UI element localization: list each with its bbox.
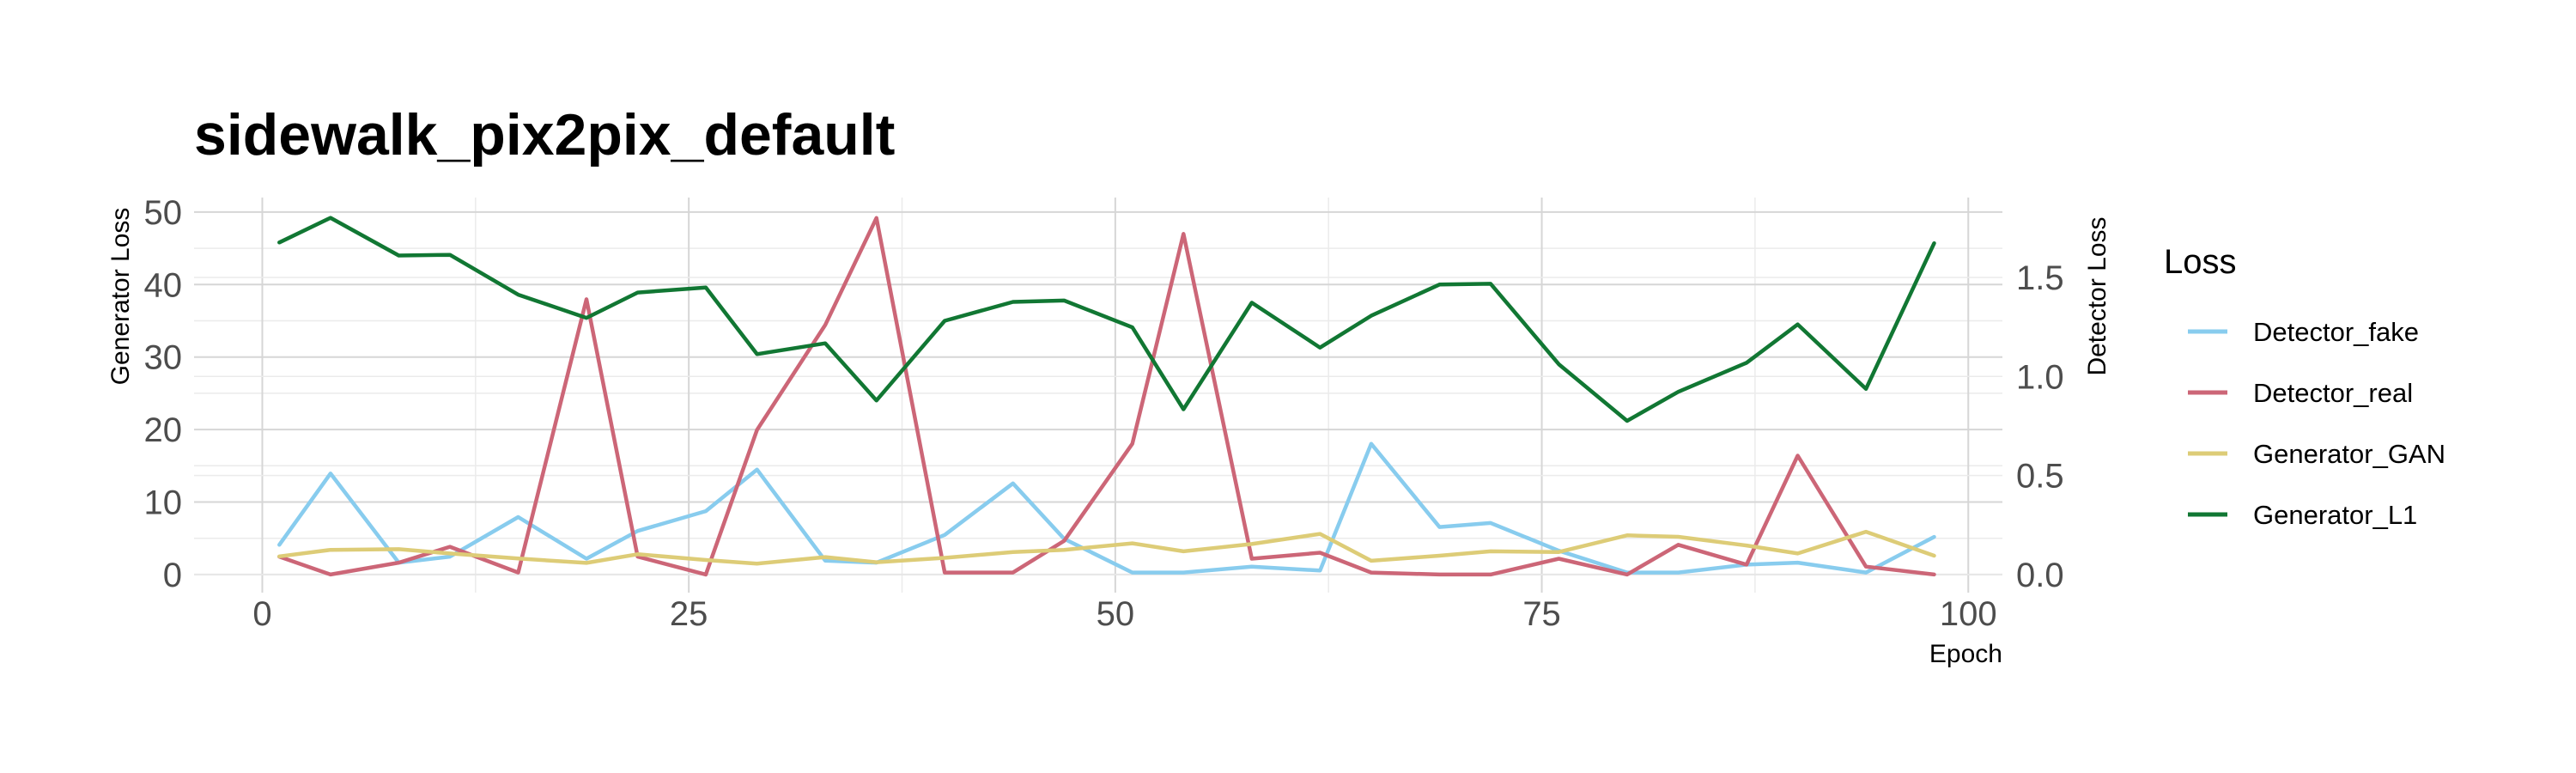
- legend-label: Generator_L1: [2253, 500, 2417, 530]
- y-tick-label: 40: [144, 266, 183, 304]
- plot-grid: [194, 198, 2002, 593]
- x-tick-label: 100: [1940, 595, 1997, 633]
- legend: Loss Detector_fake Detector_real Generator…: [2164, 243, 2445, 530]
- x-axis-label: Epoch: [1929, 640, 2002, 668]
- y2-tick-label: 1.5: [2016, 259, 2064, 297]
- legend-label: Detector_real: [2253, 378, 2413, 408]
- x-tick-label: 25: [670, 595, 708, 633]
- x-tick-label: 50: [1097, 595, 1135, 633]
- y-axis-label: Generator Loss: [106, 208, 135, 386]
- legend-label: Detector_fake: [2253, 317, 2419, 347]
- series-lines: [277, 216, 1936, 577]
- series-line-generator-l1: [277, 216, 1936, 423]
- y2-axis-label: Detector Loss: [2083, 216, 2111, 375]
- y2-tick-label: 1.0: [2016, 358, 2064, 396]
- series-line-detector-real: [277, 216, 1936, 577]
- series-line-generator-gan: [277, 529, 1936, 566]
- series-line-detector-fake: [277, 441, 1936, 575]
- y-tick-label: 10: [144, 484, 183, 521]
- y-tick-label: 30: [144, 339, 183, 377]
- y2-tick-label: 0.0: [2016, 557, 2064, 594]
- axis-ticks: 0 25 50 75 100 0 10 20 30 40 50 0.0 0.5 1.0 1.5: [144, 194, 2064, 633]
- legend-label: Generator_GAN: [2253, 439, 2445, 469]
- legend-title: Loss: [2164, 243, 2237, 281]
- y2-tick-label: 0.5: [2016, 458, 2064, 496]
- x-tick-label: 0: [252, 595, 271, 633]
- chart-title: sidewalk_pix2pix_default: [194, 102, 895, 167]
- y-tick-label: 0: [163, 557, 182, 594]
- y-tick-label: 50: [144, 194, 183, 232]
- y-tick-label: 20: [144, 411, 183, 449]
- x-tick-label: 75: [1522, 595, 1561, 633]
